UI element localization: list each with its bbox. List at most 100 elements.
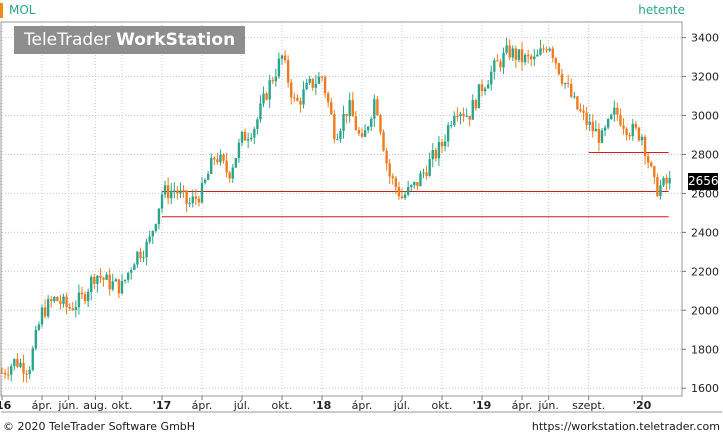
x-tick-label: ápr. (192, 399, 213, 412)
candle-body (22, 362, 25, 374)
candle-body (446, 125, 450, 142)
candle-body (77, 292, 81, 308)
candle-body (533, 56, 536, 60)
candle-body (366, 126, 370, 131)
candle-body (554, 58, 558, 64)
x-tick-label: okt. (112, 399, 133, 412)
watermark-logo: TeleTrader WorkStation (14, 26, 246, 54)
candle-body (486, 84, 490, 89)
candle-body (213, 157, 216, 160)
candle-body (176, 190, 179, 194)
candle-body (348, 100, 351, 117)
candle-body (443, 141, 447, 147)
candle-body (160, 194, 164, 209)
candle-body (6, 374, 10, 376)
candle-body (566, 83, 570, 85)
x-axis: '16 ápr. jún. aug. okt. '17 ápr. júl. okt. '18 ápr… (0, 396, 652, 412)
candle-body (308, 78, 311, 83)
candle-body (397, 187, 401, 197)
candle-body (419, 173, 422, 187)
candle-body (542, 48, 545, 50)
candle-body (406, 187, 410, 195)
candle-body (148, 236, 151, 242)
candle-body (311, 78, 314, 88)
candle-body (394, 178, 398, 188)
candle-body (130, 270, 133, 273)
candle-body (333, 114, 336, 140)
candle-body (391, 176, 394, 179)
candle-body (237, 142, 241, 159)
candle-body (388, 163, 391, 177)
candle-body (345, 114, 348, 117)
candle-body (573, 96, 576, 98)
candle-body (628, 135, 631, 137)
candle-body (610, 114, 613, 119)
candle-body (434, 150, 438, 159)
candle-body (99, 275, 102, 278)
candle-body (253, 129, 256, 138)
candle-body (425, 172, 428, 176)
candle-body (477, 84, 481, 109)
candle-body (354, 116, 358, 131)
candle-body (468, 115, 471, 120)
candle-body (16, 359, 19, 367)
candle-body (28, 369, 31, 375)
candle-body (662, 177, 665, 186)
candle-body (551, 48, 554, 59)
y-tick-label: 3200 (691, 71, 719, 84)
candle-body (317, 76, 321, 84)
candle-body (440, 142, 444, 147)
candle-body (643, 136, 647, 157)
x-tick-label: '19 (473, 399, 492, 412)
candle-body (625, 128, 628, 136)
candle-body (80, 292, 84, 295)
candle-body (382, 132, 385, 151)
candle-body (283, 55, 287, 61)
candle-body (385, 150, 388, 164)
candle-body (480, 84, 484, 92)
candle-body (545, 49, 548, 51)
candle-body (400, 196, 404, 199)
candle-body (336, 139, 339, 141)
candle-body (299, 100, 302, 105)
candle-body (25, 373, 28, 375)
candle-body (508, 45, 511, 58)
candle-body (173, 190, 176, 192)
candle-body (53, 296, 56, 301)
candle-body (474, 100, 478, 109)
candle-body (206, 173, 210, 180)
candle-body (108, 274, 111, 290)
x-tick-label: '16 (0, 399, 12, 412)
watermark-brand: TeleTrader (24, 30, 111, 50)
candle-body (246, 139, 250, 141)
candle-body (157, 208, 161, 225)
candle-body (517, 49, 521, 60)
candle-body (262, 93, 265, 104)
candle-body (163, 185, 167, 195)
candlestick-series (0, 37, 671, 383)
candle-body (117, 279, 121, 294)
candle-body (373, 99, 376, 119)
candle-body (357, 130, 361, 134)
x-tick-label: '20 (633, 399, 652, 412)
candle-body (123, 279, 127, 282)
last-price-label: 2656 (688, 173, 719, 190)
candle-body (256, 119, 259, 130)
x-tick-label: júl. (393, 399, 411, 412)
candle-body (403, 194, 407, 199)
candle-body (634, 123, 638, 128)
candle-body (339, 130, 342, 140)
candle-body (228, 172, 231, 179)
candle-body (351, 100, 354, 117)
candle-body (182, 190, 185, 192)
candle-body (59, 300, 62, 304)
plot-border (0, 21, 683, 397)
candle-body (274, 76, 278, 82)
candle-body (588, 121, 591, 125)
candle-body (462, 113, 465, 117)
candle-body (145, 241, 148, 258)
candle-body (560, 74, 564, 84)
x-tick-label: júl. (233, 399, 251, 412)
candle-body (243, 131, 247, 141)
candle-body (323, 77, 327, 94)
